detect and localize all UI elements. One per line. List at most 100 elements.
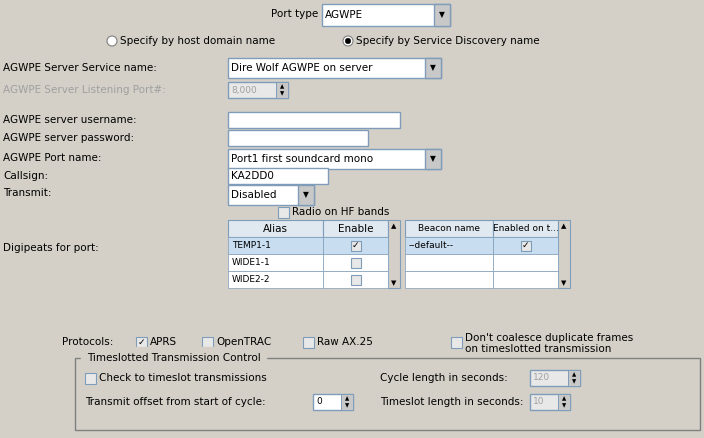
Bar — [228, 168, 328, 184]
Bar — [341, 394, 353, 410]
Bar — [388, 220, 400, 288]
Text: OpenTRAC: OpenTRAC — [216, 337, 271, 347]
Bar — [228, 237, 323, 254]
Bar — [405, 237, 493, 254]
Text: 8,000: 8,000 — [231, 85, 257, 95]
Bar — [493, 254, 558, 271]
Bar — [351, 275, 360, 285]
Text: Disabled: Disabled — [231, 190, 277, 200]
Circle shape — [345, 38, 351, 44]
Bar — [493, 220, 558, 237]
Text: Check to timeslot transmissions: Check to timeslot transmissions — [99, 373, 267, 383]
Text: AGWPE Server Service name:: AGWPE Server Service name: — [3, 63, 157, 73]
Text: 10: 10 — [533, 398, 544, 406]
Bar — [276, 82, 288, 98]
Bar — [351, 258, 360, 268]
Text: --default--: --default-- — [409, 241, 454, 250]
Text: ▼: ▼ — [303, 191, 309, 199]
Circle shape — [343, 36, 353, 46]
Text: Radio on HF bands: Radio on HF bands — [292, 207, 389, 217]
Text: Port1 first soundcard mono: Port1 first soundcard mono — [231, 154, 373, 164]
Text: on timeslotted transmission: on timeslotted transmission — [465, 344, 611, 354]
Text: ✓: ✓ — [522, 241, 529, 250]
Bar — [405, 254, 493, 271]
Bar — [228, 271, 323, 288]
Text: Callsign:: Callsign: — [3, 171, 48, 181]
Text: 120: 120 — [533, 374, 550, 382]
Text: 0: 0 — [316, 398, 322, 406]
Text: ▼: ▼ — [345, 403, 349, 408]
Text: Timeslot length in seconds:: Timeslot length in seconds: — [380, 397, 524, 407]
Bar — [85, 373, 96, 384]
Text: ▲: ▲ — [391, 223, 396, 229]
Text: ▼: ▼ — [561, 280, 567, 286]
Text: KA2DD0: KA2DD0 — [231, 171, 274, 181]
Bar — [202, 337, 213, 348]
Text: APRS: APRS — [150, 337, 177, 347]
Bar — [568, 370, 580, 386]
Text: ▲: ▲ — [562, 396, 566, 401]
Text: Timeslotted Transmission Control: Timeslotted Transmission Control — [87, 353, 260, 363]
Bar — [323, 254, 388, 271]
Bar — [558, 220, 570, 288]
Text: Enable: Enable — [338, 223, 373, 233]
Text: ▲: ▲ — [572, 372, 576, 377]
Bar — [228, 254, 323, 271]
Bar — [351, 240, 360, 251]
Text: Raw AX.25: Raw AX.25 — [317, 337, 373, 347]
Bar — [298, 185, 314, 205]
Text: AGWPE Server Listening Port#:: AGWPE Server Listening Port#: — [3, 85, 166, 95]
Bar — [405, 220, 493, 237]
Text: Specify by Service Discovery name: Specify by Service Discovery name — [356, 36, 540, 46]
Text: Beacon name: Beacon name — [418, 224, 480, 233]
Text: Dire Wolf AGWPE on server: Dire Wolf AGWPE on server — [231, 63, 372, 73]
Text: Enabled on t...: Enabled on t... — [493, 224, 558, 233]
Bar — [322, 4, 450, 26]
Text: ▲: ▲ — [561, 223, 567, 229]
Text: AGWPE server username:: AGWPE server username: — [3, 115, 137, 125]
Bar — [228, 82, 288, 98]
Bar — [228, 58, 441, 78]
Text: AGWPE: AGWPE — [325, 10, 363, 20]
Bar — [278, 207, 289, 218]
Bar — [228, 185, 314, 205]
Text: ▲: ▲ — [280, 84, 284, 89]
Bar — [451, 337, 462, 348]
Text: ▼: ▼ — [391, 280, 396, 286]
Text: ▼: ▼ — [562, 403, 566, 408]
Text: Transmit offset from start of cycle:: Transmit offset from start of cycle: — [85, 397, 265, 407]
Text: ▼: ▼ — [430, 64, 436, 73]
Text: ▼: ▼ — [430, 155, 436, 163]
Text: WIDE2-2: WIDE2-2 — [232, 275, 270, 284]
Text: Protocols:: Protocols: — [62, 337, 113, 347]
Bar — [425, 58, 441, 78]
Text: ▼: ▼ — [280, 91, 284, 96]
Bar — [228, 149, 441, 169]
Text: Transmit:: Transmit: — [3, 188, 51, 198]
Bar — [520, 240, 531, 251]
Bar — [75, 358, 700, 430]
Bar — [228, 220, 323, 237]
Bar — [558, 394, 570, 410]
Bar — [303, 337, 314, 348]
Text: ▼: ▼ — [439, 11, 445, 20]
Bar — [530, 370, 580, 386]
Bar — [434, 4, 450, 26]
Text: ✓: ✓ — [138, 338, 145, 347]
Bar — [530, 394, 570, 410]
Text: ▼: ▼ — [572, 379, 576, 384]
Bar — [313, 394, 353, 410]
Text: ✓: ✓ — [352, 241, 359, 250]
Bar — [425, 149, 441, 169]
Text: TEMP1-1: TEMP1-1 — [232, 241, 271, 250]
Bar — [136, 337, 147, 348]
Bar — [228, 112, 400, 128]
Text: ▲: ▲ — [345, 396, 349, 401]
Text: Digipeats for port:: Digipeats for port: — [3, 243, 99, 253]
Text: AGWPE server password:: AGWPE server password: — [3, 133, 134, 143]
Bar — [493, 237, 558, 254]
Circle shape — [107, 36, 117, 46]
Text: AGWPE Port name:: AGWPE Port name: — [3, 153, 101, 163]
Text: Cycle length in seconds:: Cycle length in seconds: — [380, 373, 508, 383]
Bar — [323, 237, 388, 254]
